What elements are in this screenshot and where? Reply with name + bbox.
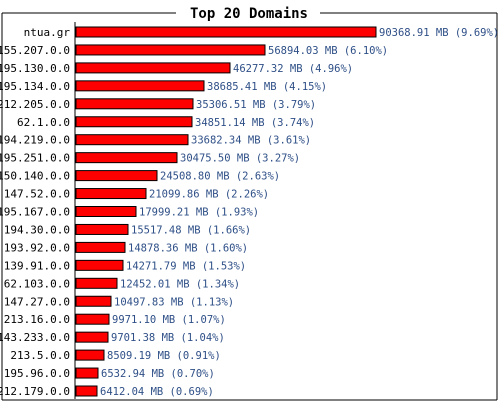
bar bbox=[75, 277, 118, 289]
bar bbox=[75, 152, 178, 164]
category-label: 195.167.0.0 bbox=[0, 206, 70, 219]
value-label: 35306.51 MB (3.79%) bbox=[196, 99, 316, 111]
bar bbox=[75, 116, 193, 128]
category-label: 212.179.0.0 bbox=[0, 385, 70, 398]
bars-group: ntua.gr 90368.91 MB (9.69%) 155.207.0.0 568… bbox=[0, 26, 499, 398]
category-label: 143.233.0.0 bbox=[0, 331, 70, 344]
bar bbox=[75, 331, 109, 343]
value-label: 30475.50 MB (3.27%) bbox=[180, 153, 300, 165]
value-label: 14878.36 MB (1.60%) bbox=[128, 242, 248, 254]
category-label: 155.207.0.0 bbox=[0, 44, 70, 57]
chart-frame-border bbox=[1, 12, 498, 401]
category-label: 62.103.0.0 bbox=[4, 277, 70, 290]
value-label: 6532.94 MB (0.70%) bbox=[101, 368, 215, 380]
category-label: 213.5.0.0 bbox=[10, 349, 70, 362]
category-label: 62.1.0.0 bbox=[17, 116, 70, 129]
category-label: ntua.gr bbox=[24, 26, 71, 39]
category-label: 195.130.0.0 bbox=[0, 62, 70, 75]
category-label: 195.96.0.0 bbox=[4, 367, 70, 380]
chart-title: Top 20 Domains bbox=[190, 6, 308, 22]
bar bbox=[75, 170, 158, 182]
bar bbox=[75, 223, 129, 235]
value-label: 10497.83 MB (1.13%) bbox=[114, 296, 234, 308]
value-label: 9971.10 MB (1.07%) bbox=[112, 314, 226, 326]
value-label: 24508.80 MB (2.63%) bbox=[160, 171, 280, 183]
category-label: 213.16.0.0 bbox=[4, 313, 70, 326]
bar bbox=[75, 259, 124, 271]
value-label: 17999.21 MB (1.93%) bbox=[139, 207, 259, 219]
bar bbox=[75, 367, 99, 379]
value-label: 15517.48 MB (1.66%) bbox=[131, 224, 251, 236]
bar bbox=[75, 188, 147, 200]
category-label: 212.205.0.0 bbox=[0, 98, 70, 111]
bar bbox=[75, 98, 194, 110]
bar bbox=[75, 241, 126, 253]
bar bbox=[75, 26, 377, 38]
value-label: 56894.03 MB (6.10%) bbox=[268, 45, 388, 57]
category-label: 195.134.0.0 bbox=[0, 80, 70, 93]
value-label: 46277.32 MB (4.96%) bbox=[233, 63, 353, 75]
category-label: 150.140.0.0 bbox=[0, 170, 70, 183]
category-label: 194.219.0.0 bbox=[0, 134, 70, 147]
value-label: 14271.79 MB (1.53%) bbox=[126, 260, 246, 272]
category-label: 195.251.0.0 bbox=[0, 152, 70, 165]
value-label: 12452.01 MB (1.34%) bbox=[120, 278, 240, 290]
bar bbox=[75, 206, 137, 217]
bar bbox=[75, 313, 110, 325]
bar bbox=[75, 295, 112, 307]
value-label: 8509.19 MB (0.91%) bbox=[107, 350, 221, 362]
category-label: 139.91.0.0 bbox=[4, 259, 70, 272]
value-label: 9701.38 MB (1.04%) bbox=[111, 332, 225, 344]
bar bbox=[75, 80, 205, 92]
value-label: 21099.86 MB (2.26%) bbox=[149, 189, 269, 201]
category-label: 193.92.0.0 bbox=[4, 241, 70, 254]
value-label: 6412.04 MB (0.69%) bbox=[100, 386, 214, 398]
value-label: 38685.41 MB (4.15%) bbox=[207, 81, 327, 93]
value-label: 90368.91 MB (9.69%) bbox=[379, 27, 499, 39]
category-label: 194.30.0.0 bbox=[4, 223, 70, 236]
bar bbox=[75, 44, 266, 56]
bar bbox=[75, 385, 98, 397]
value-label: 33682.34 MB (3.61%) bbox=[191, 135, 311, 147]
value-label: 34851.14 MB (3.74%) bbox=[195, 117, 315, 129]
category-label: 147.27.0.0 bbox=[4, 295, 70, 308]
bar bbox=[75, 349, 105, 361]
bar bbox=[75, 62, 231, 74]
category-label: 147.52.0.0 bbox=[4, 188, 70, 201]
bar bbox=[75, 134, 189, 146]
